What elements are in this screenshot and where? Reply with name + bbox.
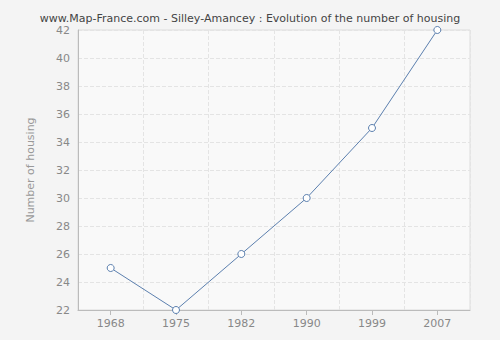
svg-text:Number of housing: Number of housing (24, 117, 37, 222)
svg-text:1982: 1982 (227, 317, 255, 330)
svg-text:42: 42 (56, 24, 70, 37)
svg-text:40: 40 (56, 52, 70, 65)
svg-text:1968: 1968 (97, 317, 125, 330)
svg-text:32: 32 (56, 164, 70, 177)
svg-text:30: 30 (56, 192, 70, 205)
svg-text:1999: 1999 (358, 317, 386, 330)
svg-text:38: 38 (56, 80, 70, 93)
svg-text:24: 24 (56, 276, 70, 289)
svg-text:1975: 1975 (162, 317, 190, 330)
svg-text:www.Map-France.com - Silley-Am: www.Map-France.com - Silley-Amancey : Ev… (40, 12, 461, 25)
svg-text:1990: 1990 (293, 317, 321, 330)
svg-text:26: 26 (56, 248, 70, 261)
svg-text:22: 22 (56, 304, 70, 317)
svg-text:36: 36 (56, 108, 70, 121)
svg-text:28: 28 (56, 220, 70, 233)
svg-text:34: 34 (56, 136, 70, 149)
svg-text:2007: 2007 (423, 317, 451, 330)
